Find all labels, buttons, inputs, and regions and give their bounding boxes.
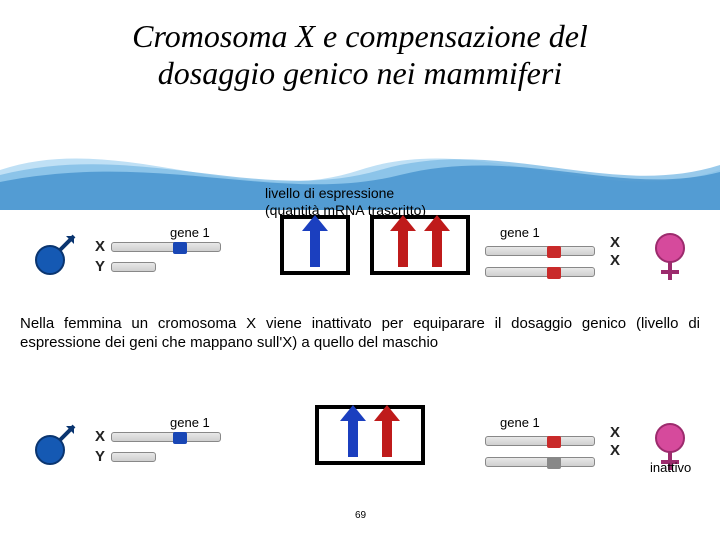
subhead-line1: livello di espressione xyxy=(265,185,394,201)
female-chromosomes-2 xyxy=(485,430,595,475)
expression-subhead: livello di espressione (quantità mRNA tr… xyxy=(265,185,426,219)
female-x-labels-2: X X xyxy=(610,423,620,460)
gene-label-male-2: gene 1 xyxy=(170,415,210,430)
arrow-box-male-1 xyxy=(280,215,350,275)
gene-label-female-2: gene 1 xyxy=(500,415,540,430)
female-symbol xyxy=(645,230,695,290)
title-line1: Cromosoma X e compensazione del xyxy=(132,18,588,54)
title-line2: dosaggio genico nei mammiferi xyxy=(158,55,562,91)
page-number: 69 xyxy=(355,510,366,521)
inactive-label: inattivo xyxy=(650,460,691,475)
explanation-paragraph: Nella femmina un cromosoma X viene inatt… xyxy=(20,315,700,353)
male-symbol xyxy=(30,230,80,285)
gene-label-female-1: gene 1 xyxy=(500,225,540,240)
arrow-box-female-1 xyxy=(370,215,470,275)
female-x-labels-1: X X xyxy=(610,233,620,270)
gene-label-male-1: gene 1 xyxy=(170,225,210,240)
male-symbol-2 xyxy=(30,420,80,475)
male-chromosomes-2: X Y xyxy=(95,425,221,468)
male-chromosomes-1: X Y xyxy=(95,235,221,278)
arrow-box-combined-2 xyxy=(315,405,425,465)
page-title: Cromosoma X e compensazione del dosaggio… xyxy=(0,0,720,92)
female-chromosomes-1 xyxy=(485,240,595,285)
